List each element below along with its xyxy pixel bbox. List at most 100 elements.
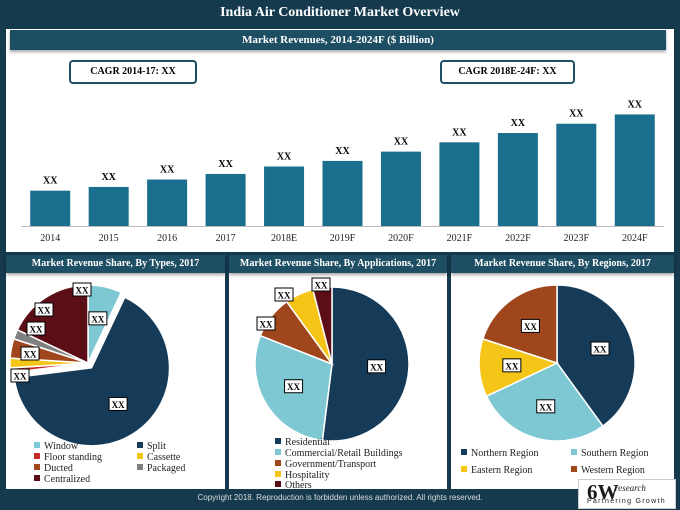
pie-slice [321,286,410,442]
copyright-footer: Copyright 2018. Reproduction is forbidde… [197,493,483,502]
legend-label: Government/Transport [285,459,377,470]
pie-data-label: XX [505,361,518,371]
data-label-box [311,277,331,292]
legend-label: Southern Region [581,448,649,459]
bar [264,166,305,226]
legend-swatch [137,464,143,470]
legend-item: Southern Region [571,448,649,459]
bar [322,160,363,226]
legend-item: Western Region [571,465,645,476]
x-tick-label: 2019F [330,233,356,244]
revenue-header: Market Revenues, 2014-2024F ($ Billion) [10,30,666,50]
pie-data-label: XX [370,362,383,372]
pie-data-label: XX [594,345,607,355]
x-tick-label: 2022F [505,233,531,244]
data-label-box [20,346,40,361]
x-tick-label: 2021F [447,233,473,244]
bar [380,151,421,226]
data-label-box [34,302,54,317]
legend-item: Split [137,441,166,452]
x-tick-label: 2020F [388,233,414,244]
legend-label: Northern Region [471,448,539,459]
legend-label: Cassette [147,452,181,463]
legend-label: Window [44,441,79,452]
legend-label: Residential [285,437,330,448]
applications-legend: Residential Commercial/Retail Buildings … [229,255,447,491]
pie-data-label: XX [260,320,273,330]
legend-swatch [571,449,577,455]
legend-swatch [461,449,467,455]
bar-data-label: XX [335,146,350,157]
company-logo: 6W research Partnering Growth [578,479,676,509]
bar-data-label: XX [101,172,116,183]
legend-item: Cassette [137,452,180,463]
legend-label: Commercial/Retail Buildings [285,448,403,459]
legend-swatch [275,471,281,477]
bar-data-label: XX [452,127,467,138]
x-tick-label: 2016 [157,233,177,244]
pie-data-label: XX [112,400,125,410]
pie-data-label: XX [315,281,328,291]
data-label-box [10,368,30,383]
pie-slice [556,284,636,428]
data-label-box [274,287,294,302]
legend-swatch [275,449,281,455]
regions-header: Market Revenue Share, By Regions, 2017 [451,255,674,273]
page-title: India Air Conditioner Market Overview [220,5,460,20]
applications-panel: Market Revenue Share, By Applications, 2… [229,255,447,491]
legend-swatch [34,442,40,448]
bar-data-label: XX [218,159,233,170]
x-tick-label: 2018E [271,233,297,244]
legend-swatch [461,466,467,472]
pie-data-label: XX [30,325,43,335]
legend-label: Ducted [44,463,73,474]
types-panel: Market Revenue Share, By Types, 2017 XX X… [6,255,225,489]
legend-swatch [137,442,143,448]
pie-slice [481,284,558,365]
bar [30,190,71,226]
revenue-panel: Market Revenues, 2014-2024F ($ Billion) … [6,29,674,252]
legend-swatch [34,475,40,481]
legend-item: Window [34,441,78,452]
logo-super: research [615,483,646,493]
pie-data-label: XX [539,402,552,412]
legend-item: Centralized [34,474,90,485]
legend-swatch [275,438,281,444]
bar-data-label: XX [277,152,292,163]
bar-data-label: XX [628,99,643,110]
data-label-box [256,316,276,331]
legend-item: Floor standing [34,452,102,463]
bar-data-label: XX [569,109,584,120]
legend-item: Government/Transport [275,459,376,470]
data-label-box [108,396,128,411]
legend-item: Residential [275,437,330,448]
data-label-box [502,358,522,373]
bar [497,133,538,226]
bar-data-label: XX [511,118,526,129]
types-header: Market Revenue Share, By Types, 2017 [6,255,225,273]
pie-data-label: XX [91,314,104,324]
legend-swatch [571,466,577,472]
legend-swatch [137,453,143,459]
regions-panel: Market Revenue Share, By Regions, 2017 X… [451,255,674,489]
legend-item: Northern Region [461,448,539,459]
legend-label: Packaged [147,463,186,474]
cagr-right-box: CAGR 2018E-24F: XX [440,60,575,84]
legend-item: Others [275,480,312,491]
bar-data-label: XX [43,176,58,187]
data-label-box [367,359,387,374]
types-pie-chart: XX XX XX XX XX XX XX [9,282,171,447]
data-label-box [590,341,610,356]
applications-header: Market Revenue Share, By Applications, 2… [229,255,447,273]
pie-data-label: XX [278,291,291,301]
cagr-left-box: CAGR 2014-17: XX [69,60,197,84]
bar [556,123,597,226]
legend-item: Hospitality [275,470,329,481]
bar [439,142,480,226]
bar [88,186,129,226]
legend-swatch [275,460,281,466]
legend-item: Ducted [34,463,73,474]
legend-item: Commercial/Retail Buildings [275,448,403,459]
regions-pie-chart: XX XX XX XX [478,284,636,442]
